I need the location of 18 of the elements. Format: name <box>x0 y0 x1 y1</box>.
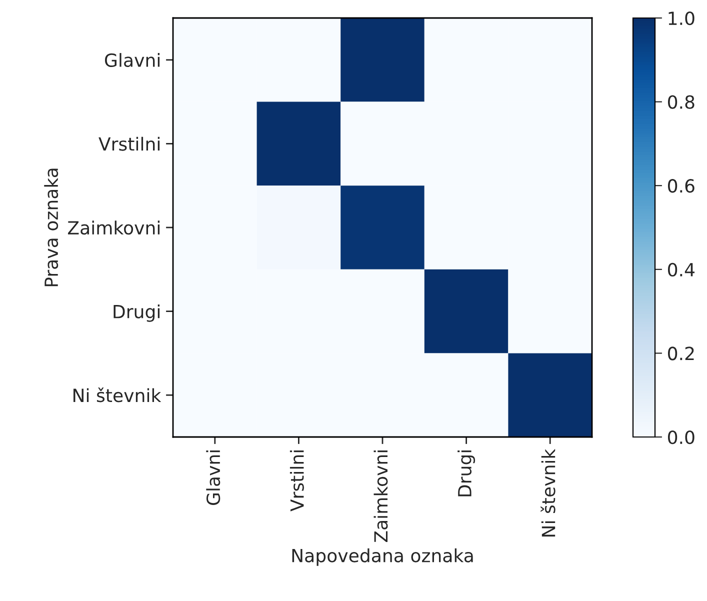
y-axis-title: Prava oznaka <box>44 168 58 286</box>
y-tick-label: Glavni <box>104 53 160 68</box>
x-tick-label: Vrstilni <box>290 450 304 512</box>
color-bar-label: 0.2 <box>668 346 694 360</box>
color-bar-label: 0.0 <box>668 430 694 444</box>
x-tick-label: Glavni <box>206 450 220 506</box>
y-tick-label: Drugi <box>114 304 160 322</box>
y-tick-label: Zaimkovni <box>68 220 160 235</box>
x-tick-label: Drugi <box>458 450 476 496</box>
x-tick-label: Zaimkovni <box>374 450 388 542</box>
color-bar-label: 1.0 <box>668 11 694 26</box>
color-bar-label: 0.6 <box>668 179 694 193</box>
y-tick-label: Ni števnik <box>74 388 162 402</box>
color-bar-label: 0.8 <box>668 95 694 109</box>
x-axis-title: Napovedana oznaka <box>292 548 473 566</box>
color-bar-label: 0.4 <box>668 262 695 277</box>
x-tick-label: Ni števnik <box>540 448 556 536</box>
y-tick-label: Vrstilni <box>98 136 160 151</box>
